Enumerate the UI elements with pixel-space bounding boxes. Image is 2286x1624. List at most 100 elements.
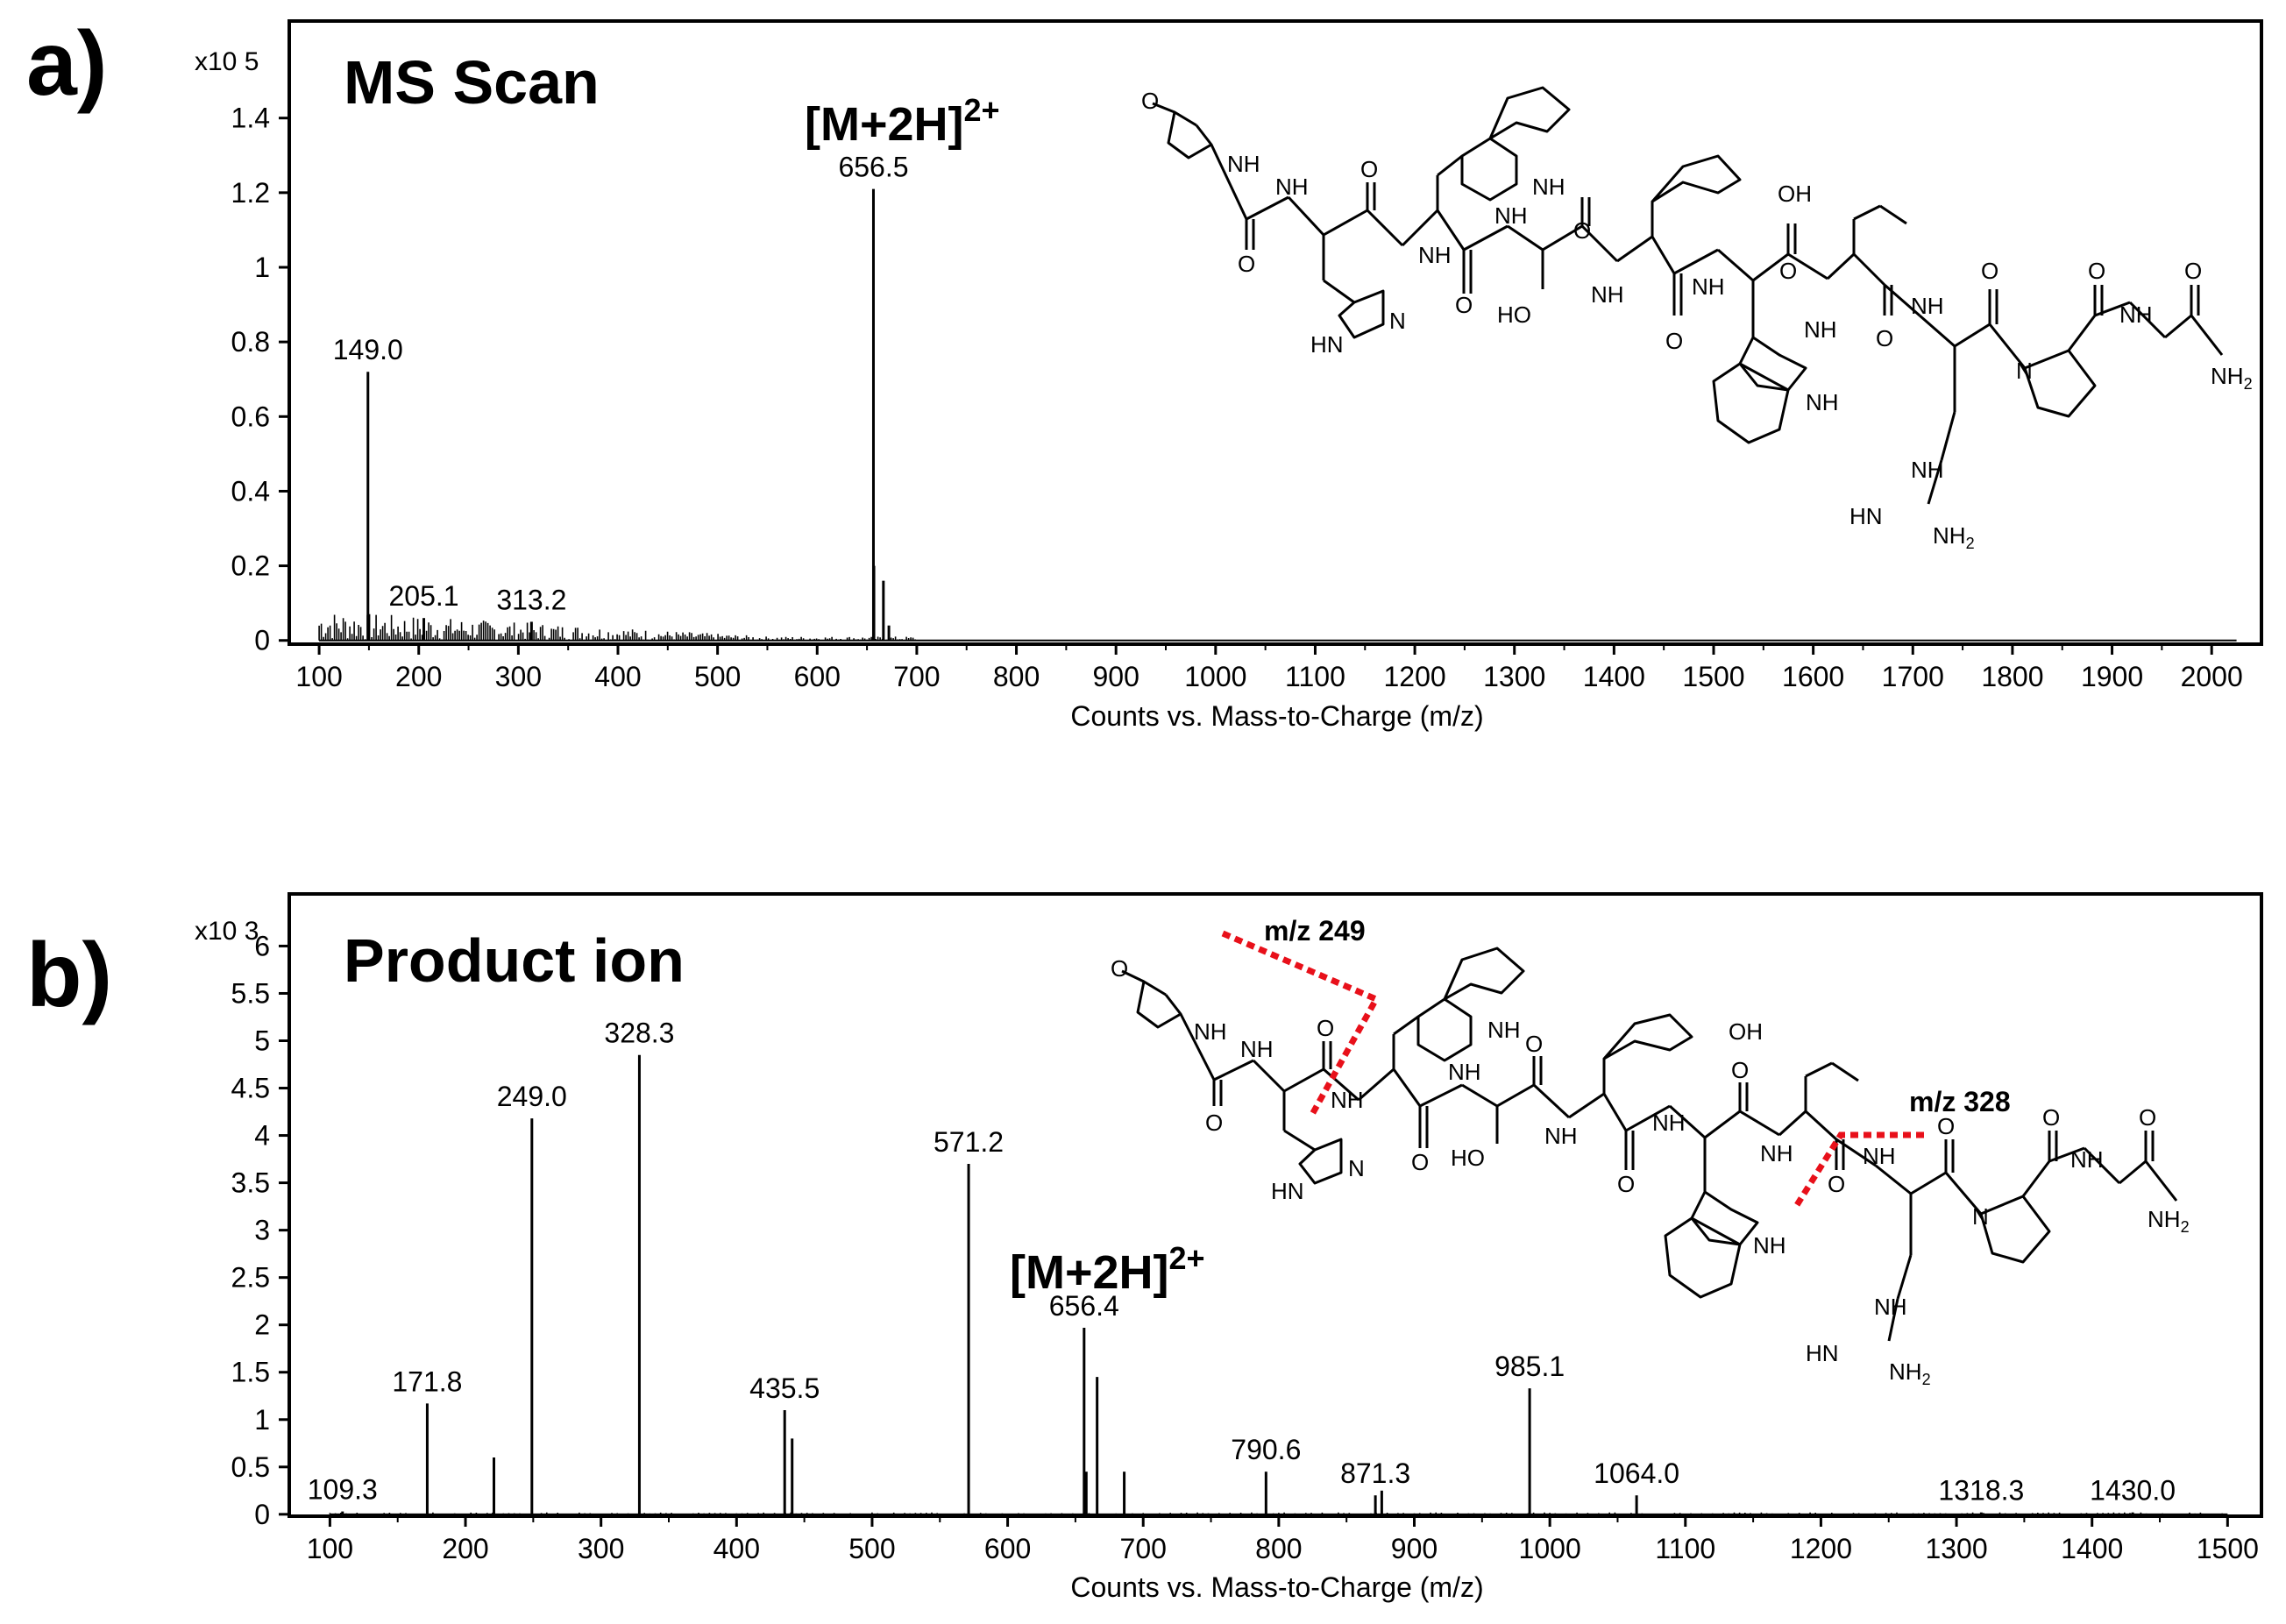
- x-tick-label: 200: [395, 661, 442, 692]
- plot-frame: [288, 19, 2263, 646]
- peak-label: 656.5: [838, 152, 908, 183]
- x-tick-label: 1000: [1519, 1533, 1581, 1564]
- atom-label: HN: [1310, 331, 1344, 358]
- cleavage-328-line: [1794, 1131, 1924, 1207]
- x-tick-label: 1400: [1583, 661, 1645, 692]
- atom-label: NH: [1494, 202, 1528, 229]
- x-tick-label: 2000: [2181, 661, 2243, 692]
- atom-label: NH2: [2211, 363, 2253, 393]
- x-tick-label: 300: [578, 1533, 624, 1564]
- y-tick-label: 1: [254, 252, 270, 283]
- atom-label: NH: [1911, 293, 1944, 319]
- peak-label: 435.5: [749, 1372, 820, 1404]
- y-tick-label: 0.4: [231, 475, 270, 507]
- fragment-label-328: m/z 328: [1909, 1086, 2011, 1117]
- peak-label: 1064.0: [1594, 1457, 1679, 1489]
- x-tick-label: 1500: [1682, 661, 1744, 692]
- x-tick-label: 1800: [1981, 661, 2043, 692]
- peak-label: 985.1: [1494, 1351, 1565, 1382]
- atom-label: NH: [1753, 1232, 1786, 1259]
- y-tick-label: 0.8: [231, 326, 270, 358]
- atom-label: N: [2016, 358, 2033, 384]
- atom-label: NH: [2119, 301, 2153, 328]
- x-tick-label: 1900: [2081, 661, 2143, 692]
- y-tick-label: 1.2: [231, 177, 270, 209]
- panel-a-title: MS Scan: [344, 48, 600, 117]
- atom-label: NH: [1331, 1087, 1364, 1113]
- peak-label: 1318.3: [1938, 1475, 2024, 1507]
- x-tick-label: 300: [495, 661, 542, 692]
- atom-label: O: [2184, 258, 2202, 284]
- x-tick-label: 1100: [1285, 661, 1345, 692]
- atom-label: NH: [1544, 1123, 1578, 1149]
- peak-label: 871.3: [1340, 1457, 1410, 1489]
- atom-label: HN: [1271, 1178, 1304, 1204]
- peptide-structure-a-labels: O NH O NH O HN N NH NH O NH HO O NH OH O…: [1141, 88, 2253, 552]
- y-tick-label: 3.5: [231, 1167, 270, 1199]
- x-tick-label: 1300: [1925, 1533, 1987, 1564]
- atom-label: O: [1455, 292, 1473, 318]
- x-tick-label: 500: [694, 661, 741, 692]
- atom-label: NH: [1911, 457, 1944, 483]
- x-tick-label: 1300: [1483, 661, 1545, 692]
- atom-label: NH2: [2148, 1206, 2190, 1236]
- x-tick-label: 600: [794, 661, 841, 692]
- peptide-structure-b-labels: O NH O NH O HN N NH NH O NH HO O NH OH O…: [1111, 955, 2190, 1388]
- atom-label: NH: [1591, 281, 1624, 308]
- atom-label: HN: [1806, 1340, 1839, 1366]
- atom-label: NH: [1194, 1018, 1227, 1045]
- panel-b-plot: 100 200 300 400 500 600 700 800 900 1000 1100 1200 1…: [231, 892, 2263, 1564]
- atom-label: NH2: [1889, 1358, 1931, 1388]
- atom-label: NH: [1874, 1294, 1907, 1320]
- x-tick-label: 700: [893, 661, 940, 692]
- atom-label: O: [1525, 1031, 1543, 1057]
- atom-label: O: [1617, 1171, 1635, 1197]
- panel-b-x-axis-title: Counts vs. Mass-to-Charge (m/z): [1070, 1571, 1483, 1603]
- x-tick-label: 600: [984, 1533, 1031, 1564]
- peak-label: 656.4: [1049, 1290, 1119, 1322]
- atom-label: N: [1348, 1155, 1365, 1181]
- atom-label: O: [1111, 955, 1128, 982]
- atom-label: NH: [1240, 1036, 1274, 1062]
- y-tick-label: 6: [254, 930, 270, 961]
- peptide-structure-a: [1152, 86, 2224, 505]
- x-tick-label: 200: [442, 1533, 488, 1564]
- y-tick-label: 2: [254, 1309, 270, 1341]
- atom-label: NH: [1760, 1140, 1793, 1167]
- x-tick-label: 1200: [1383, 661, 1445, 692]
- atom-label: O: [1937, 1113, 1955, 1139]
- x-tick-label: 1200: [1790, 1533, 1852, 1564]
- atom-label: O: [1876, 325, 1893, 351]
- peak-label: 313.2: [496, 584, 566, 615]
- y-tick-label: 2.5: [231, 1262, 270, 1294]
- y-tick-label: 5: [254, 1025, 270, 1057]
- atom-label: NH: [1532, 174, 1565, 200]
- panel-b-label: b): [26, 925, 112, 1026]
- x-tick-label: 1000: [1184, 661, 1246, 692]
- atom-label: N: [1389, 308, 1406, 334]
- peak-label: 149.0: [333, 334, 403, 365]
- atom-label: NH2: [1933, 522, 1975, 552]
- x-tick-label: 700: [1120, 1533, 1167, 1564]
- panel-b-title: Product ion: [344, 926, 685, 995]
- atom-label: O: [2042, 1104, 2060, 1131]
- panel-b-ion-label: [M+2H]2+: [1010, 1240, 1205, 1299]
- x-tick-label: 100: [307, 1533, 353, 1564]
- cleavage-markers: [1221, 930, 1924, 1207]
- cleavage-249-line: [1221, 930, 1381, 1119]
- x-tick-label: 500: [848, 1533, 895, 1564]
- peak-label: 790.6: [1231, 1434, 1301, 1465]
- y-tick-label: 1: [254, 1404, 270, 1436]
- panel-a-ion-label: [M+2H]2+: [805, 92, 1000, 151]
- panel-a-ms-scan: a) x10 5 100 200 300 400 500 600 700 800 900 1000…: [26, 13, 2263, 732]
- x-tick-label: 800: [1255, 1533, 1302, 1564]
- peak-label: 249.0: [497, 1081, 567, 1112]
- peak-label: 328.3: [604, 1018, 674, 1049]
- y-tick-label: 0: [254, 1499, 270, 1530]
- atom-label: NH: [1448, 1059, 1481, 1085]
- atom-label: O: [1141, 88, 1159, 114]
- x-tick-label: 100: [295, 661, 342, 692]
- x-tick-label: 1600: [1782, 661, 1844, 692]
- y-tick-label: 0: [254, 625, 270, 656]
